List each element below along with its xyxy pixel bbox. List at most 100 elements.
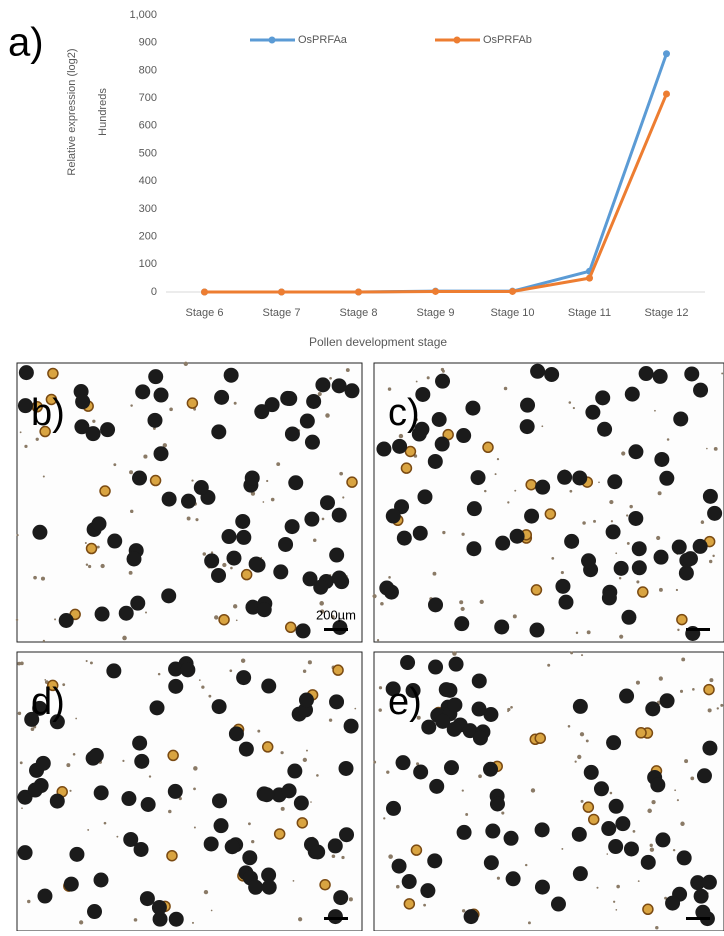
pollen-grain — [524, 508, 540, 524]
pollen-grain — [495, 535, 511, 551]
debris — [619, 634, 624, 639]
debris — [569, 489, 573, 493]
pollen-grain — [446, 721, 462, 737]
pollen-grain — [581, 553, 597, 569]
pollen-grain — [601, 590, 617, 606]
debris — [636, 580, 640, 584]
pollen-grain — [412, 525, 428, 541]
debris — [251, 839, 255, 844]
pollen-grain — [682, 551, 698, 567]
debris — [720, 703, 724, 707]
debris — [621, 451, 626, 456]
pollen-grain — [472, 730, 488, 746]
debris — [376, 639, 380, 642]
pollen-grain — [438, 682, 454, 698]
pollen-grain — [49, 793, 65, 809]
y-axis-title: Relative expression (log2) — [66, 48, 78, 175]
data-point — [201, 288, 208, 296]
pollen-grain — [224, 839, 240, 855]
debris — [191, 921, 195, 924]
pollen-grain — [152, 911, 168, 927]
pollen-grain — [595, 390, 611, 406]
debris — [208, 694, 212, 698]
debris — [248, 822, 251, 826]
stained-pollen — [534, 732, 547, 744]
debris — [130, 404, 133, 407]
debris — [210, 909, 213, 912]
debris — [496, 876, 500, 880]
debris — [113, 463, 117, 467]
debris — [494, 473, 497, 476]
debris — [649, 847, 655, 852]
pollen-grain — [619, 688, 635, 704]
debris — [655, 926, 659, 930]
debris — [69, 789, 72, 792]
debris — [40, 576, 46, 581]
pollen-grain — [414, 421, 430, 437]
pollen-grain — [302, 571, 318, 587]
y-tick-label: 500 — [139, 147, 157, 159]
debris — [626, 514, 629, 517]
pollen-grain — [665, 895, 681, 911]
debris — [222, 562, 227, 568]
debris — [582, 521, 586, 525]
pollen-grain — [49, 714, 65, 730]
debris — [129, 470, 134, 475]
pollen-grain — [454, 616, 470, 632]
pollen-grain — [606, 735, 622, 751]
pollen-grain — [261, 867, 277, 883]
debris — [33, 575, 37, 580]
pollen-grain — [427, 853, 443, 869]
pollen-grain — [75, 394, 91, 410]
pollen-grain — [32, 700, 48, 716]
debris — [302, 757, 307, 763]
pollen-grain — [684, 366, 700, 382]
debris — [85, 563, 89, 566]
debris — [416, 762, 420, 766]
pollen-grain — [242, 850, 258, 866]
pollen-grain — [161, 491, 177, 507]
pollen-grain — [638, 366, 654, 382]
debris — [721, 372, 724, 375]
pollen-grain — [621, 609, 637, 625]
pollen-grain — [534, 879, 550, 895]
pollen-grain — [147, 412, 163, 428]
data-point — [355, 288, 362, 296]
pollen-grain — [284, 519, 300, 535]
pollen-grain — [17, 845, 33, 861]
debris — [666, 438, 670, 441]
debris — [672, 848, 676, 852]
debris — [276, 462, 281, 467]
pollen-grain — [313, 579, 329, 595]
x-tick-label: Stage 6 — [186, 307, 224, 319]
debris — [122, 635, 127, 641]
debris — [709, 559, 713, 564]
pollen-grain — [530, 363, 546, 379]
debris — [615, 908, 618, 911]
debris — [581, 654, 584, 657]
debris — [66, 763, 71, 768]
pollen-grain — [256, 602, 272, 618]
x-tick-label: Stage 11 — [568, 307, 611, 319]
pollen-grain — [692, 538, 708, 554]
debris — [96, 545, 100, 549]
pollen-grain — [564, 533, 580, 549]
pollen-grain — [615, 816, 631, 832]
debris — [92, 419, 96, 423]
y-tick-label: 600 — [139, 120, 157, 132]
debris — [178, 797, 182, 801]
pollen-grain — [405, 682, 421, 698]
debris — [461, 909, 466, 913]
debris — [598, 481, 600, 484]
pollen-grain — [471, 673, 487, 689]
pollen-grain — [456, 824, 472, 840]
pollen-grain — [613, 560, 629, 576]
pollen-grain — [167, 783, 183, 799]
debris — [637, 880, 640, 883]
stained-pollen — [404, 445, 417, 458]
pollen-grain — [505, 871, 521, 887]
debris — [651, 799, 656, 805]
debris — [658, 587, 663, 592]
debris — [193, 787, 196, 791]
stained-pollen — [273, 828, 286, 840]
